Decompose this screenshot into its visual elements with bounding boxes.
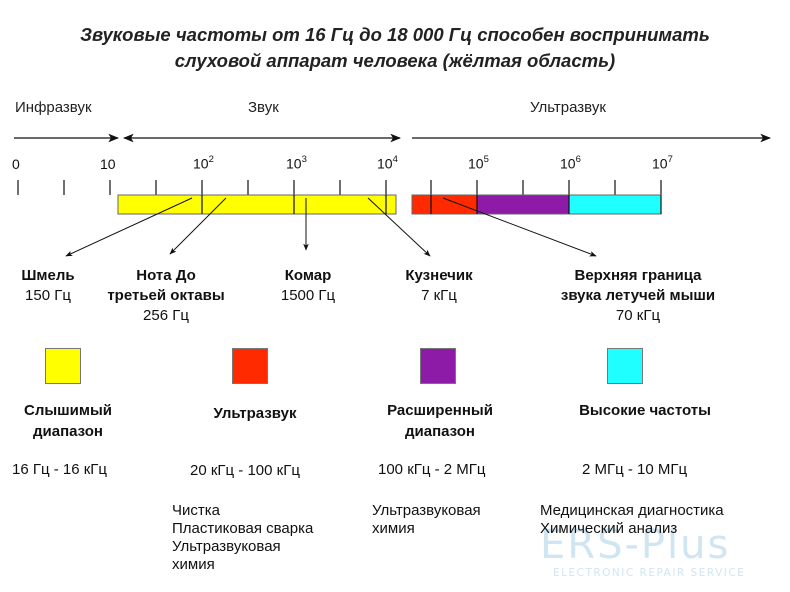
apps-ultrasound: Чистка Пластиковая сварка Ультразвуковая… (172, 502, 313, 574)
watermark-brand: ERS-Plus (540, 522, 731, 568)
app-item: Чистка (172, 502, 220, 519)
tick-label-10e4: 104 (377, 154, 398, 172)
app-item: Ультразвуковая (172, 538, 281, 555)
audible-band (117, 194, 397, 215)
app-item: химия (172, 556, 215, 573)
tick-label-10e6: 106 (560, 154, 581, 172)
scale-ticks (17, 180, 662, 195)
range-extended: 100 кГц - 2 МГц (378, 461, 486, 478)
example-bat: Верхняя граница звука летучей мыши 70 кГ… (560, 267, 716, 324)
range-label-sound: Звук (248, 99, 279, 116)
range-ultrasound: 20 кГц - 100 кГц (190, 462, 300, 479)
range-audible: 16 Гц - 16 кГц (12, 461, 108, 478)
watermark-tagline: ELECTRONIC REPAIR SERVICE (553, 567, 746, 579)
title-line-2: слуховой аппарат человека (жёлтая област… (174, 50, 616, 71)
app-item: Химический анализ (540, 520, 678, 537)
category-ultrasound: Ультразвук (213, 405, 297, 422)
high-frequency-band (568, 194, 662, 215)
tick-label-10e2: 102 (193, 154, 214, 172)
tick-label-10e5: 105 (468, 154, 489, 172)
range-high-frequency: 2 МГц - 10 МГц (582, 461, 688, 478)
app-item: химия (372, 520, 415, 537)
apps-extended: Ультразвуковая химия (372, 502, 481, 538)
swatch-extended (420, 348, 456, 384)
category-high-frequency: Высокие частоты (579, 402, 711, 419)
title-line-1: Звуковые частоты от 16 Гц до 18 000 Гц с… (80, 24, 710, 45)
swatch-high-frequency (607, 348, 643, 384)
app-item: Медицинская диагностика (540, 502, 724, 519)
example-grasshopper: Кузнечик 7 кГц (405, 267, 473, 304)
tick-label-10e3: 103 (286, 154, 307, 172)
pointer-bat (442, 197, 597, 257)
range-label-ultrasound: Ультразвук (530, 99, 606, 116)
app-item: Пластиковая сварка (172, 520, 314, 537)
range-label-infrasound: Инфразвук (15, 99, 92, 116)
swatch-ultrasound (232, 348, 268, 384)
pointer-grasshopper (367, 197, 431, 257)
apps-high-frequency: Медицинская диагностика Химический анали… (540, 502, 724, 538)
example-note-c: Нота До третьей октавы 256 Гц (107, 267, 225, 324)
category-audible: Слышимый диапазон (23, 402, 113, 440)
category-extended: Расширенный диапазон (387, 402, 493, 440)
pointer-bumblebee (65, 197, 193, 257)
swatch-audible (45, 348, 81, 384)
tick-label-0: 0 (12, 156, 20, 172)
example-bumblebee: Шмель 150 Гц (21, 267, 75, 304)
tick-label-10e7: 107 (652, 154, 673, 172)
app-item: Ультразвуковая (372, 502, 481, 519)
pointer-note-c (169, 197, 227, 255)
extended-band (476, 194, 570, 215)
tick-label-10: 10 (100, 156, 116, 172)
example-mosquito: Комар 1500 Гц (280, 267, 336, 304)
ultrasound-band (411, 194, 478, 215)
